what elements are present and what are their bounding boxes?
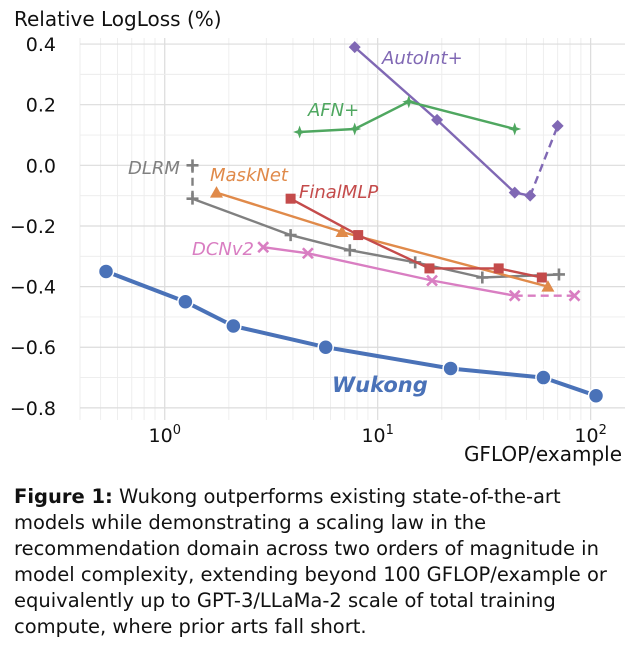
data-point-dcnv2 xyxy=(568,289,581,302)
y-tick-label: −0.2 xyxy=(10,216,56,238)
data-point-afn xyxy=(402,95,416,109)
data-point-masknet xyxy=(335,225,349,238)
data-point-afn xyxy=(293,125,307,139)
y-tick-label: 0.4 xyxy=(26,34,56,56)
data-point-wukong xyxy=(225,317,242,335)
y-tick-label: −0.4 xyxy=(10,277,56,299)
data-point-afn xyxy=(508,122,522,136)
data-point-autoint xyxy=(551,119,564,132)
data-point-autoint xyxy=(431,113,444,126)
data-point-wukong xyxy=(177,293,194,311)
series-label-finalmlp: FinalMLP xyxy=(299,182,378,203)
data-point-wukong xyxy=(442,360,459,377)
data-point-dlrm xyxy=(284,229,297,242)
x-tick-label: 102 xyxy=(574,423,606,447)
y-tick-label: −0.6 xyxy=(10,337,56,359)
data-point-wukong xyxy=(535,369,552,386)
data-point-dcnv2 xyxy=(508,289,521,302)
data-point-wukong xyxy=(317,338,334,356)
series-dashed-line-autoint xyxy=(529,125,559,197)
data-point-autoint xyxy=(348,41,361,54)
data-point-dlrm xyxy=(476,271,489,284)
data-point-dlrm xyxy=(186,192,199,205)
y-tick-label: 0.0 xyxy=(26,155,56,177)
x-tick-label: 100 xyxy=(149,423,181,447)
data-point-dlrm xyxy=(552,268,565,281)
figure-caption: Figure 1: Wukong outperforms existing st… xyxy=(14,484,626,640)
data-point-dcnv2 xyxy=(426,274,438,287)
x-axis-label: GFLOP/example xyxy=(464,442,622,466)
data-point-masknet xyxy=(541,280,555,292)
series-label-dlrm: DLRM xyxy=(128,158,180,179)
x-tick-label: 101 xyxy=(361,423,393,447)
caption-label: Figure 1: xyxy=(14,485,113,508)
series-label-afn: AFN+ xyxy=(307,100,359,121)
series-line-dcnv2 xyxy=(263,246,515,297)
y-tick-label: −0.8 xyxy=(10,398,56,420)
data-point-dcnv2 xyxy=(301,247,314,260)
caption-text: Wukong outperforms existing state-of-the… xyxy=(14,485,607,638)
y-tick-label: 0.2 xyxy=(26,95,56,117)
data-point-autoint xyxy=(508,186,521,199)
series-line-autoint xyxy=(353,46,531,197)
series-line-afn xyxy=(299,100,515,134)
data-point-finalmlp xyxy=(353,230,364,241)
series-label-autoint: AutoInt+ xyxy=(381,48,463,69)
data-point-finalmlp xyxy=(285,193,296,204)
data-point-wukong xyxy=(97,263,115,280)
series-label-dcnv2: DCNv2 xyxy=(192,239,254,260)
data-point-dlrm xyxy=(343,244,356,257)
data-point-masknet xyxy=(209,186,223,198)
series-label-wukong: Wukong xyxy=(332,373,428,397)
data-point-finalmlp xyxy=(493,263,504,274)
series-line-dlrm xyxy=(192,197,560,279)
data-point-finalmlp xyxy=(424,263,435,274)
data-point-dlrm xyxy=(186,159,199,172)
series-label-masknet: MaskNet xyxy=(210,165,289,186)
data-point-dcnv2 xyxy=(257,241,270,254)
data-point-autoint xyxy=(524,189,537,202)
data-point-wukong xyxy=(587,387,605,404)
data-point-afn xyxy=(348,122,362,136)
data-point-finalmlp xyxy=(536,272,547,283)
chart: 0.4 0.2 0.0 −0.2 −0.4 −0.6 −0.8 100 101 102 Relati… xyxy=(10,7,625,466)
y-axis-label: Relative LogLoss (%) xyxy=(14,7,222,31)
